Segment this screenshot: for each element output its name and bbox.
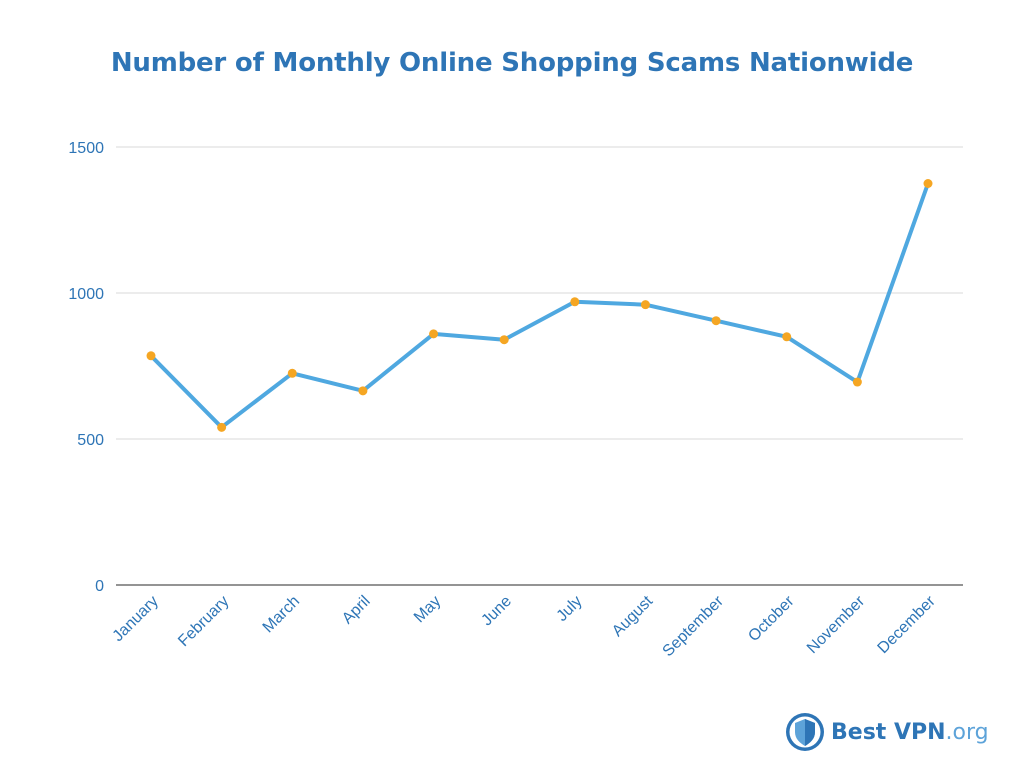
data-point-may	[429, 329, 439, 339]
x-tick-label: June	[478, 593, 515, 630]
brand-name: Best VPN	[831, 719, 946, 745]
x-tick-label: February	[175, 593, 232, 650]
data-point-july	[570, 297, 580, 307]
x-tick-label: October	[745, 592, 798, 645]
brand-logo: Best VPN.org	[785, 710, 989, 754]
data-point-august	[640, 300, 650, 310]
x-tick-label: July	[554, 593, 586, 625]
x-tick-label: December	[875, 592, 940, 657]
y-tick-label: 0	[95, 578, 104, 595]
y-tick-label: 500	[77, 432, 104, 449]
brand-text: Best VPN.org	[831, 720, 989, 745]
x-tick-label: November	[804, 592, 869, 657]
series-line-path	[149, 181, 930, 430]
x-tick-label: April	[339, 593, 374, 628]
data-point-june	[499, 335, 509, 345]
chart-title: Number of Monthly Online Shopping Scams …	[110, 48, 914, 78]
y-tick-label: 1500	[68, 140, 104, 157]
data-point-october	[782, 332, 792, 342]
series-markers	[146, 179, 933, 432]
x-tick-label: September	[660, 592, 728, 660]
data-point-november	[852, 377, 862, 387]
data-point-april	[358, 386, 368, 396]
data-point-march	[287, 368, 297, 378]
x-tick-label: January	[110, 593, 162, 645]
data-point-september	[711, 316, 721, 326]
x-tick-label: August	[609, 592, 657, 640]
y-axis-ticks: 0 500 1000 1500	[68, 140, 104, 595]
data-point-february	[217, 422, 227, 432]
x-tick-label: May	[411, 593, 444, 626]
gridlines	[116, 146, 963, 586]
series-line	[149, 181, 930, 430]
shield-icon	[786, 713, 824, 751]
data-point-january	[146, 351, 156, 361]
x-tick-label: March	[260, 593, 303, 636]
brand-tld: .org	[945, 719, 989, 745]
y-tick-label: 1000	[68, 286, 104, 303]
x-axis-ticks: January February March April May June July Augu…	[110, 592, 940, 660]
data-point-december	[923, 179, 933, 188]
